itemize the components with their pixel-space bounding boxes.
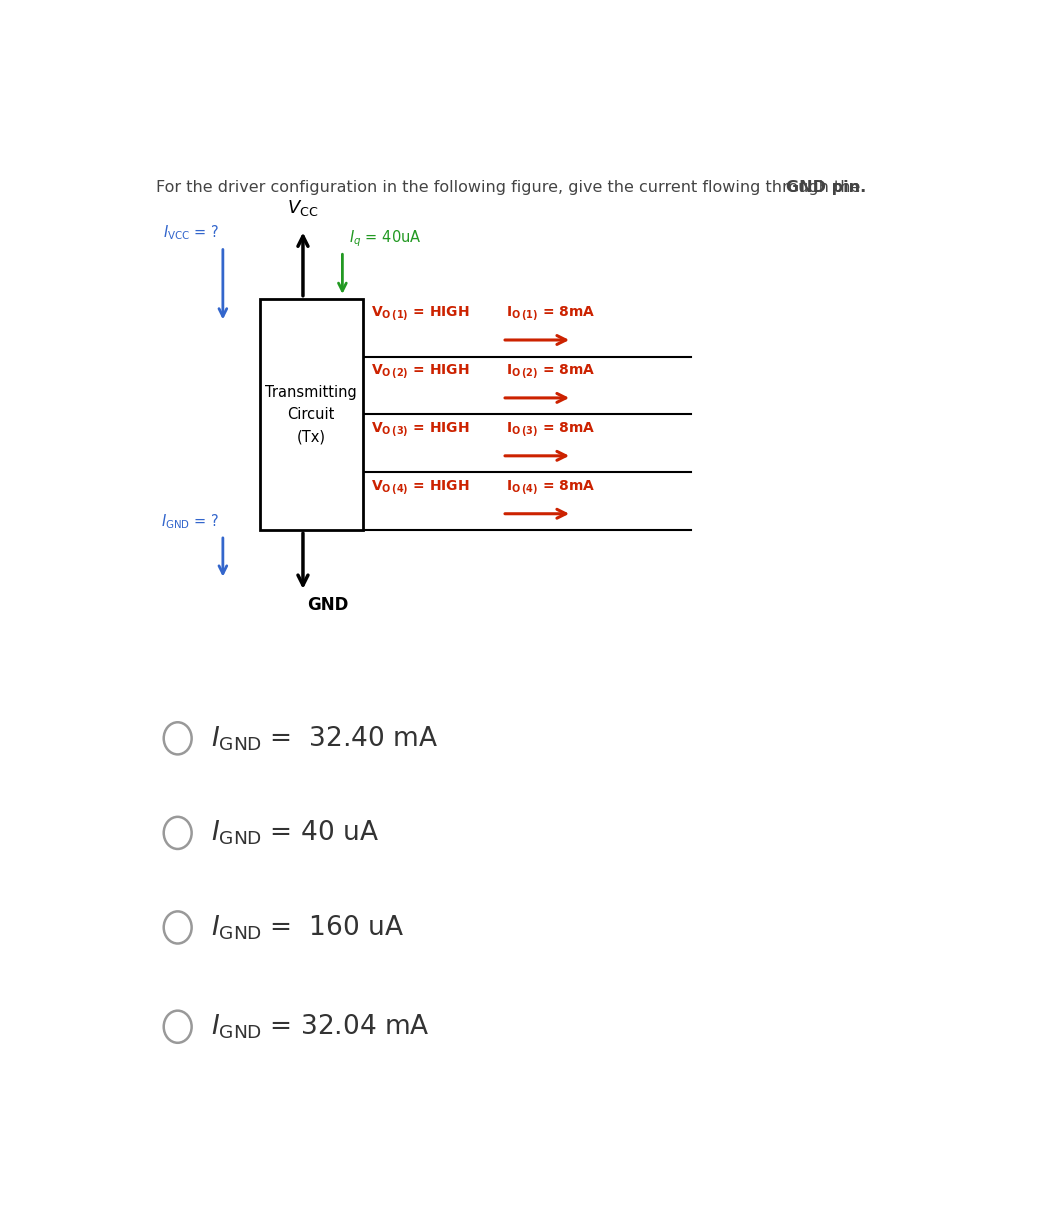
Text: Transmitting
Circuit
(Tx): Transmitting Circuit (Tx) xyxy=(265,384,357,445)
Text: $I_\mathrm{VCC}$ = ?: $I_\mathrm{VCC}$ = ? xyxy=(162,223,218,242)
Text: GND pin.: GND pin. xyxy=(787,181,867,195)
Circle shape xyxy=(163,911,192,943)
Text: $\bf{V_{O\,(1)}}$ = HIGH: $\bf{V_{O\,(1)}}$ = HIGH xyxy=(371,305,470,323)
Text: $\bf{I_{O\,(3)}}$ = 8mA: $\bf{I_{O\,(3)}}$ = 8mA xyxy=(507,420,596,438)
Text: $I_\mathrm{GND}$ = ?: $I_\mathrm{GND}$ = ? xyxy=(160,512,218,532)
Circle shape xyxy=(163,817,192,849)
Text: For the driver configuration in the following figure, give the current flowing t: For the driver configuration in the foll… xyxy=(156,181,865,195)
Text: $\bf{I_{O\,(4)}}$ = 8mA: $\bf{I_{O\,(4)}}$ = 8mA xyxy=(507,478,596,497)
Text: $\bf{V_{O\,(2)}}$ = HIGH: $\bf{V_{O\,(2)}}$ = HIGH xyxy=(371,362,470,381)
Text: $\bf{V_{O\,(3)}}$ = HIGH: $\bf{V_{O\,(3)}}$ = HIGH xyxy=(371,420,470,438)
Text: $I_\mathrm{GND}$ = 40 uA: $I_\mathrm{GND}$ = 40 uA xyxy=(211,819,378,847)
Circle shape xyxy=(163,722,192,754)
Text: $I_q$ = 40uA: $I_q$ = 40uA xyxy=(349,228,422,248)
Text: GND: GND xyxy=(307,596,349,614)
Text: $I_\mathrm{GND}$ =  160 uA: $I_\mathrm{GND}$ = 160 uA xyxy=(211,914,404,942)
Text: $\bf{V_{O\,(4)}}$ = HIGH: $\bf{V_{O\,(4)}}$ = HIGH xyxy=(371,478,470,497)
Text: $I_\mathrm{GND}$ = 32.04 mA: $I_\mathrm{GND}$ = 32.04 mA xyxy=(211,1012,429,1041)
Text: $\bf{I_{O\,(1)}}$ = 8mA: $\bf{I_{O\,(1)}}$ = 8mA xyxy=(507,305,596,323)
Text: $\bf{I_{O\,(2)}}$ = 8mA: $\bf{I_{O\,(2)}}$ = 8mA xyxy=(507,362,596,381)
Text: $V_\mathrm{CC}$: $V_\mathrm{CC}$ xyxy=(287,198,319,219)
Bar xyxy=(260,298,363,530)
Text: $I_\mathrm{GND}$ =  32.40 mA: $I_\mathrm{GND}$ = 32.40 mA xyxy=(211,725,438,753)
Circle shape xyxy=(163,1011,192,1043)
